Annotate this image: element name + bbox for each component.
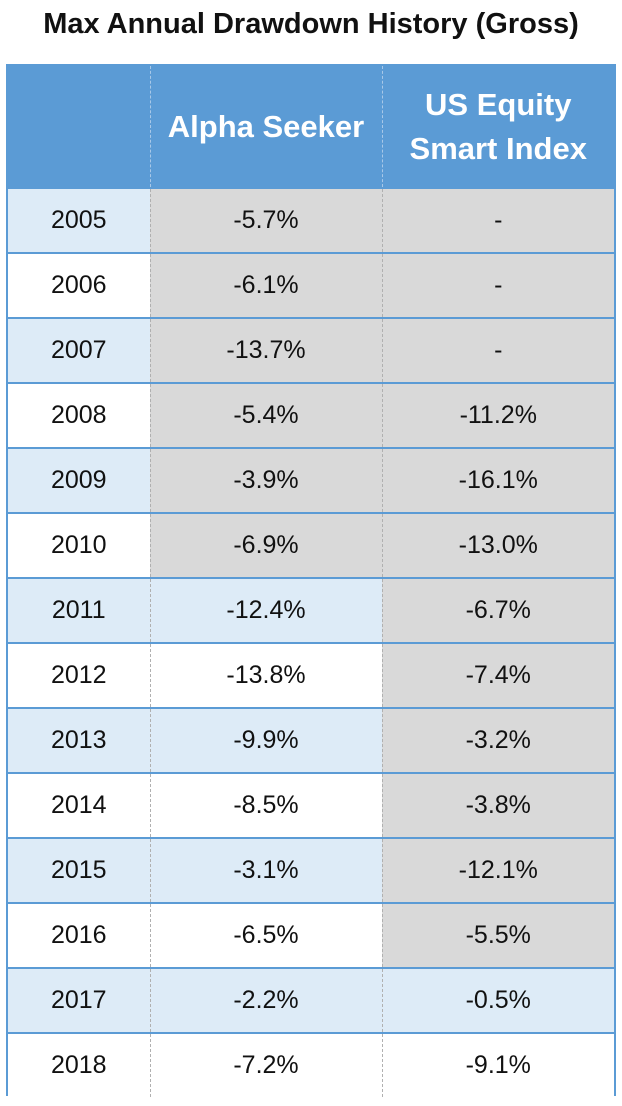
year-cell: 2018 xyxy=(8,1032,150,1097)
us-equity-smart-index-cell: -9.1% xyxy=(381,1032,614,1097)
us-equity-smart-index-cell: -6.7% xyxy=(381,577,614,643)
us-equity-smart-index-cell: -3.2% xyxy=(381,707,614,773)
table-row: 2009 -3.9% -16.1% xyxy=(8,447,614,513)
table-row: 2010 -6.9% -13.0% xyxy=(8,512,614,578)
us-equity-smart-index-cell: -12.1% xyxy=(381,837,614,903)
year-cell: 2006 xyxy=(8,252,150,318)
table-row: 2016 -6.5% -5.5% xyxy=(8,902,614,968)
alpha-seeker-cell: -2.2% xyxy=(149,967,382,1033)
alpha-seeker-cell: -9.9% xyxy=(149,707,382,773)
alpha-seeker-cell: -3.9% xyxy=(149,447,382,513)
alpha-seeker-cell: -7.2% xyxy=(149,1032,382,1097)
us-equity-smart-index-cell: -0.5% xyxy=(381,967,614,1033)
table-body: 2005 -5.7% -2006 -6.1% -2007 -13.7% -2008 -5.4%… xyxy=(8,187,614,1097)
table-row: 2014 -8.5% -3.8% xyxy=(8,772,614,838)
header-alpha-seeker: Alpha Seeker xyxy=(149,66,382,188)
alpha-seeker-cell: -13.7% xyxy=(149,317,382,383)
table-row: 2017 -2.2% -0.5% xyxy=(8,967,614,1033)
us-equity-smart-index-cell: - xyxy=(381,252,614,318)
table-row: 2018 -7.2% -9.1% xyxy=(8,1032,614,1097)
header-us-equity-smart-index: US Equity Smart Index xyxy=(381,66,614,188)
alpha-seeker-cell: -3.1% xyxy=(149,837,382,903)
alpha-seeker-cell: -6.5% xyxy=(149,902,382,968)
table-row: 2008 -5.4% -11.2% xyxy=(8,382,614,448)
table-row: 2006 -6.1% - xyxy=(8,252,614,318)
us-equity-smart-index-cell: - xyxy=(381,187,614,253)
drawdown-table-container: Alpha Seeker US Equity Smart Index 2005-… xyxy=(6,64,616,1097)
alpha-seeker-cell: -5.7% xyxy=(149,187,382,253)
alpha-seeker-cell: -12.4% xyxy=(149,577,382,643)
header-year xyxy=(8,66,150,188)
us-equity-smart-index-cell: -13.0% xyxy=(381,512,614,578)
year-cell: 2005 xyxy=(8,187,150,253)
table-row: 2013 -9.9% -3.2% xyxy=(8,707,614,773)
us-equity-smart-index-cell: -16.1% xyxy=(381,447,614,513)
table-row: 2012 -13.8% -7.4% xyxy=(8,642,614,708)
alpha-seeker-cell: -8.5% xyxy=(149,772,382,838)
alpha-seeker-cell: -5.4% xyxy=(149,382,382,448)
us-equity-smart-index-cell: -3.8% xyxy=(381,772,614,838)
year-cell: 2009 xyxy=(8,447,150,513)
us-equity-smart-index-cell: -7.4% xyxy=(381,642,614,708)
year-cell: 2017 xyxy=(8,967,150,1033)
us-equity-smart-index-cell: -11.2% xyxy=(381,382,614,448)
year-cell: 2014 xyxy=(8,772,150,838)
us-equity-smart-index-cell: - xyxy=(381,317,614,383)
drawdown-table: Alpha Seeker US Equity Smart Index 2005-… xyxy=(8,66,614,1097)
alpha-seeker-cell: -13.8% xyxy=(149,642,382,708)
table-row: 2015 -3.1% -12.1% xyxy=(8,837,614,903)
chart-title: Max Annual Drawdown History (Gross) xyxy=(43,8,579,40)
year-cell: 2011 xyxy=(8,577,150,643)
table-row: 2005 -5.7% - xyxy=(8,187,614,253)
year-cell: 2015 xyxy=(8,837,150,903)
year-cell: 2007 xyxy=(8,317,150,383)
table-row: 2007 -13.7% - xyxy=(8,317,614,383)
year-cell: 2008 xyxy=(8,382,150,448)
us-equity-smart-index-cell: -5.5% xyxy=(381,902,614,968)
header-row: Alpha Seeker US Equity Smart Index xyxy=(8,66,614,188)
table-row: 2011 -12.4% -6.7% xyxy=(8,577,614,643)
year-cell: 2012 xyxy=(8,642,150,708)
year-cell: 2013 xyxy=(8,707,150,773)
year-cell: 2016 xyxy=(8,902,150,968)
alpha-seeker-cell: -6.9% xyxy=(149,512,382,578)
year-cell: 2010 xyxy=(8,512,150,578)
alpha-seeker-cell: -6.1% xyxy=(149,252,382,318)
